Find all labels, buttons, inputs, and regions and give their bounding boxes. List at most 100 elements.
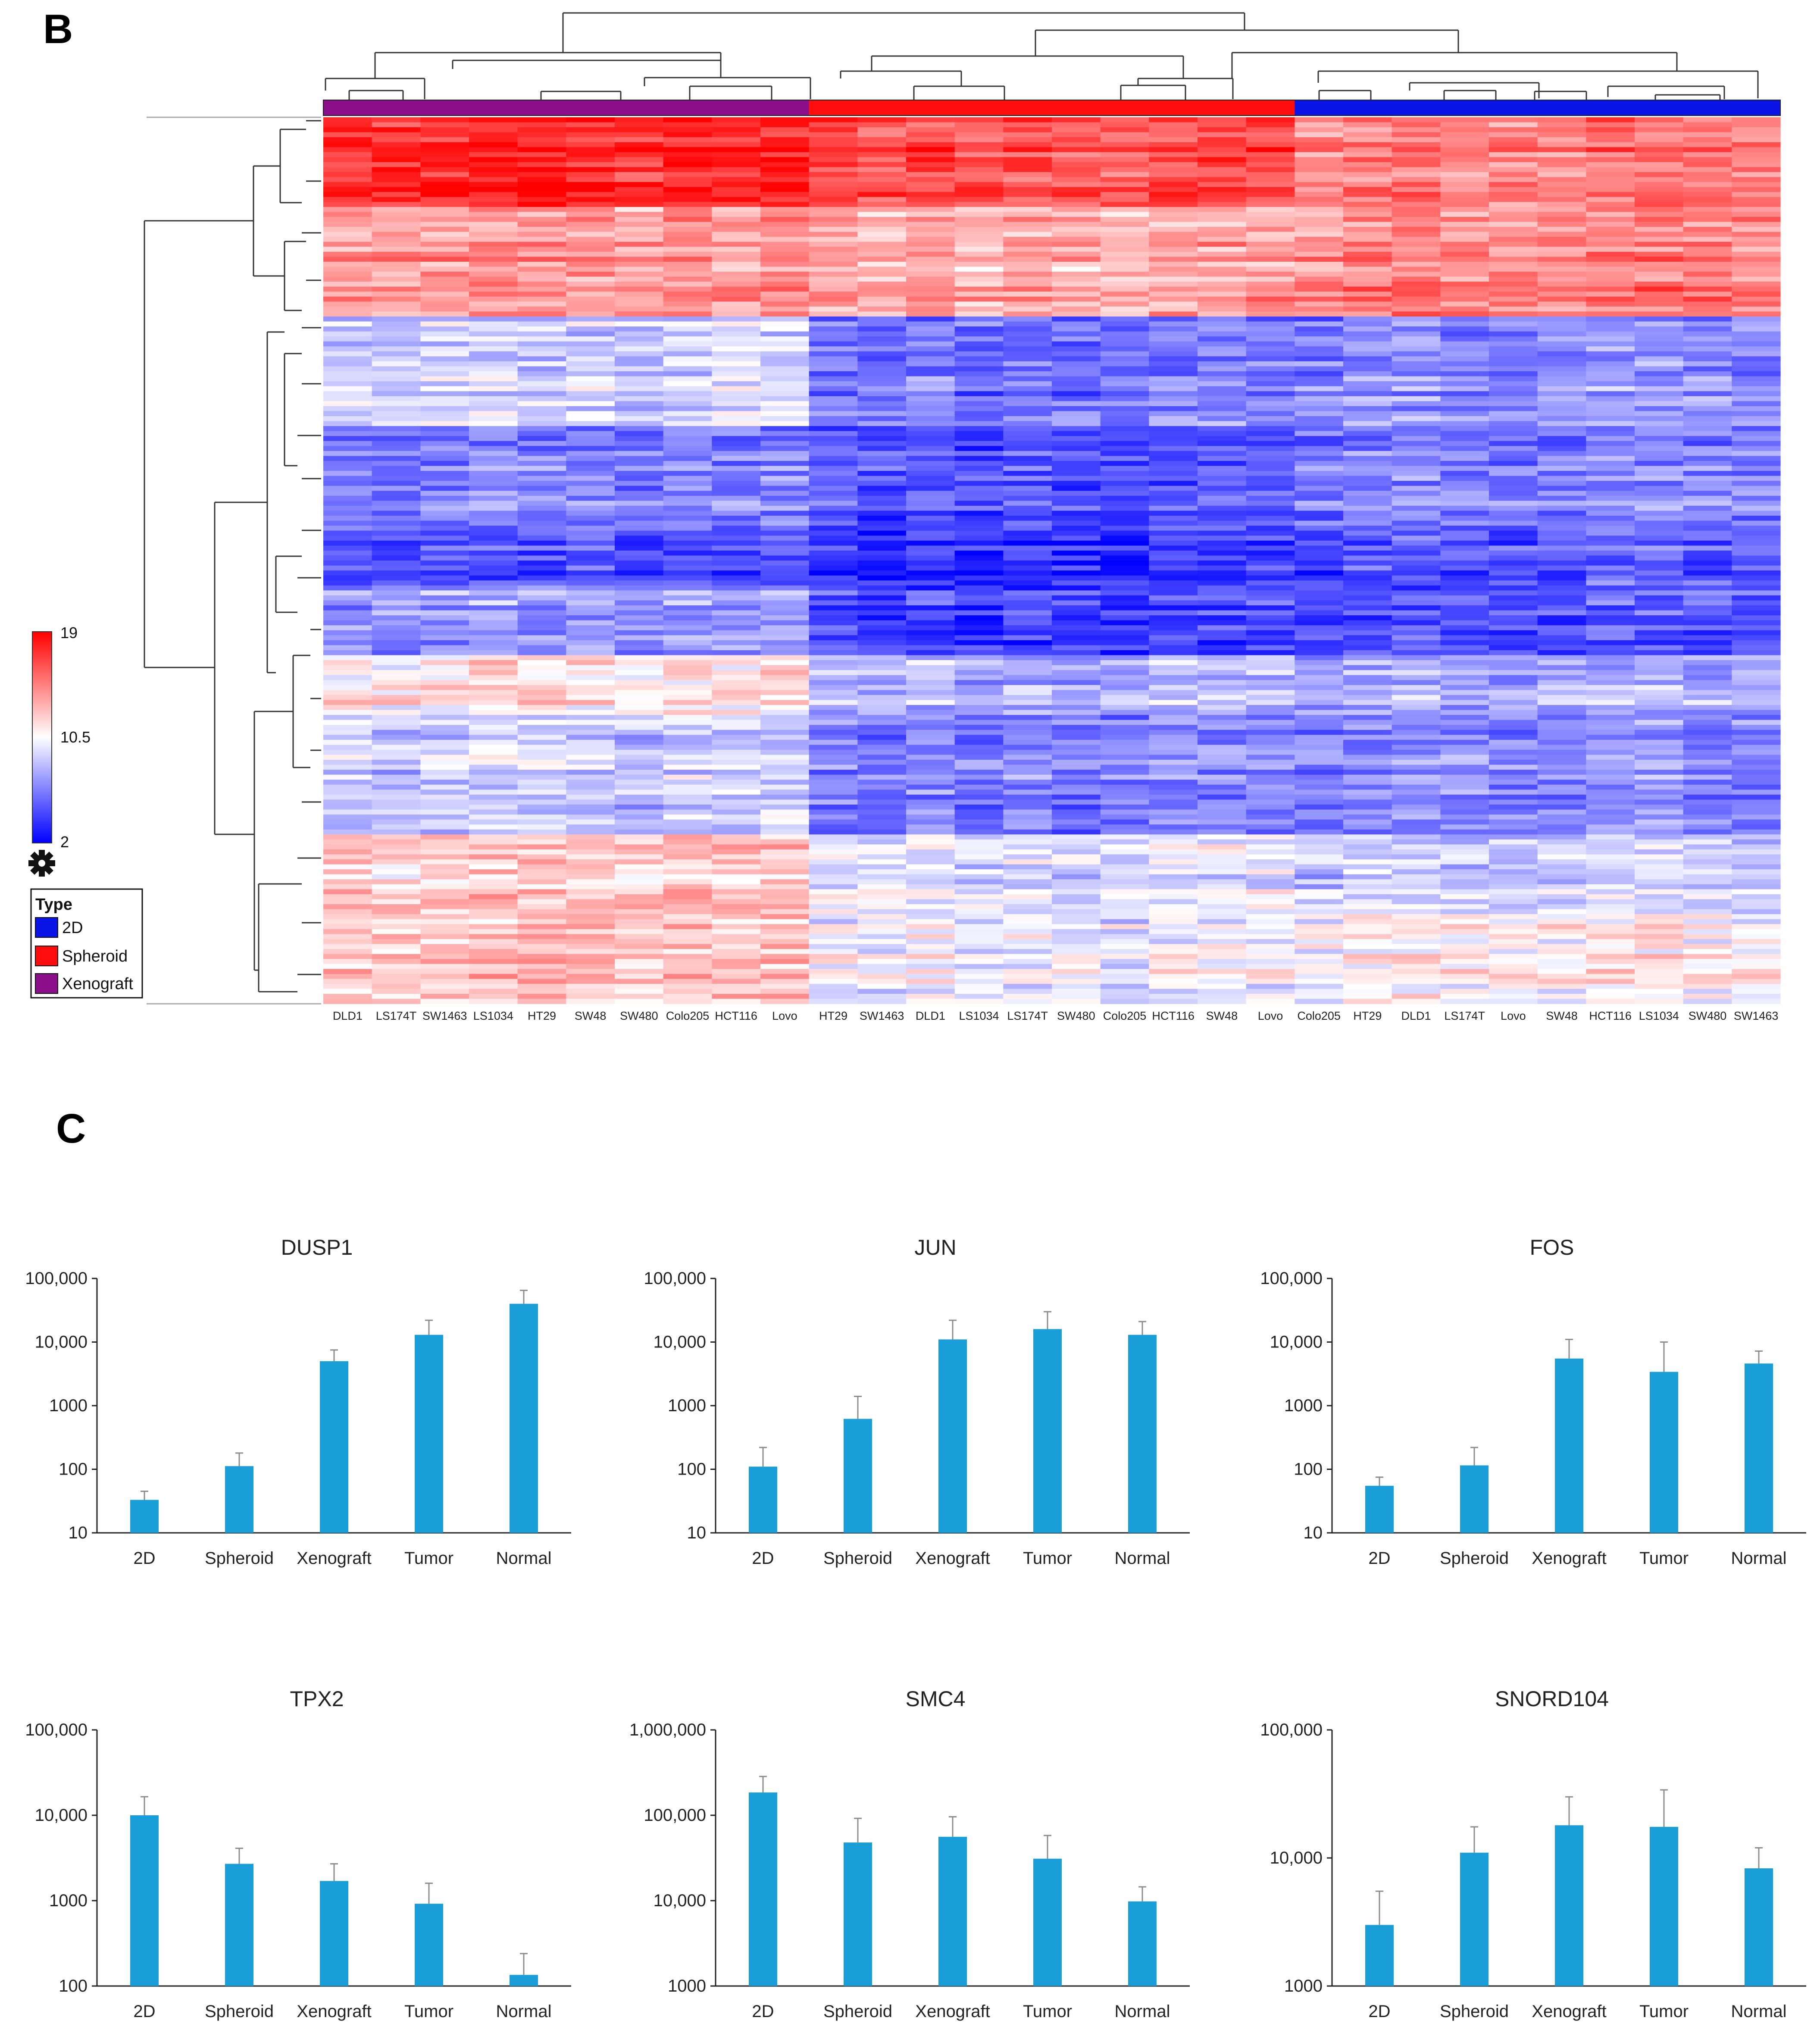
heatmap-cell bbox=[615, 879, 664, 885]
heatmap-cell bbox=[712, 575, 761, 581]
heatmap-cell bbox=[1198, 739, 1247, 745]
heatmap-cell bbox=[857, 306, 907, 312]
heatmap-cell bbox=[615, 466, 664, 471]
heatmap-cell bbox=[1198, 436, 1247, 442]
heatmap-cell bbox=[1052, 874, 1101, 880]
heatmap-cell bbox=[615, 451, 664, 457]
heatmap-cell bbox=[1246, 501, 1295, 506]
heatmap-cell bbox=[1343, 809, 1392, 815]
heatmap-cell bbox=[663, 272, 712, 277]
heatmap-cell bbox=[809, 799, 858, 805]
heatmap-cell bbox=[1100, 361, 1149, 367]
heatmap-cell bbox=[712, 486, 761, 491]
heatmap-cell bbox=[1586, 620, 1635, 626]
heatmap-cell bbox=[566, 565, 615, 571]
group-bar-cell bbox=[1732, 100, 1781, 116]
heatmap-cell bbox=[1440, 291, 1489, 297]
heatmap-cell bbox=[954, 421, 1004, 426]
heatmap-cell bbox=[1198, 177, 1247, 182]
heatmap-cell bbox=[1586, 630, 1635, 636]
heatmap-cell bbox=[469, 536, 518, 541]
heatmap-cell bbox=[566, 476, 615, 481]
heatmap-cell bbox=[1586, 331, 1635, 337]
heatmap-cell bbox=[809, 147, 858, 153]
heatmap-cell bbox=[760, 869, 810, 875]
heatmap-cell bbox=[323, 600, 372, 606]
heatmap-cell bbox=[1683, 172, 1732, 178]
heatmap-cell bbox=[1586, 466, 1635, 471]
heatmap-cell bbox=[1635, 137, 1684, 143]
heatmap-cell bbox=[1246, 495, 1295, 501]
heatmap-cell bbox=[906, 316, 955, 322]
heatmap-cell bbox=[1100, 550, 1149, 556]
heatmap-cell bbox=[469, 710, 518, 715]
heatmap-cell bbox=[420, 212, 469, 217]
heatmap-cell bbox=[663, 819, 712, 825]
heatmap-cell bbox=[469, 530, 518, 536]
heatmap-cell bbox=[615, 481, 664, 486]
heatmap-cell bbox=[1635, 854, 1684, 860]
heatmap-cell bbox=[857, 451, 907, 457]
heatmap-cell bbox=[857, 829, 907, 835]
heatmap-cell bbox=[663, 401, 712, 407]
heatmap-cell bbox=[372, 222, 421, 227]
heatmap-cell bbox=[1246, 695, 1295, 701]
heatmap-cell bbox=[1732, 600, 1781, 606]
heatmap-cell bbox=[1246, 232, 1295, 237]
heatmap-cell bbox=[1440, 421, 1489, 426]
heatmap-cell bbox=[1246, 550, 1295, 556]
heatmap-cell bbox=[954, 770, 1004, 775]
heatmap-cell bbox=[615, 635, 664, 641]
heatmap-cell bbox=[1537, 575, 1586, 581]
heatmap-cell bbox=[857, 162, 907, 168]
heatmap-cell bbox=[1198, 222, 1247, 227]
heatmap-cell bbox=[1343, 162, 1392, 168]
heatmap-cell bbox=[372, 839, 421, 845]
heatmap-cell bbox=[615, 675, 664, 680]
heatmap-cell bbox=[1732, 301, 1781, 307]
heatmap-cell bbox=[1246, 132, 1295, 138]
heatmap-cell bbox=[1586, 550, 1635, 556]
heatmap-cell bbox=[1246, 346, 1295, 352]
heatmap-cell bbox=[712, 555, 761, 561]
heatmap-cell bbox=[1198, 899, 1247, 905]
heatmap-cell bbox=[1586, 650, 1635, 656]
heatmap-cell bbox=[857, 122, 907, 128]
heatmap-cell bbox=[760, 615, 810, 621]
heatmap-cell bbox=[954, 261, 1004, 267]
heatmap-cell bbox=[372, 784, 421, 790]
heatmap-cell bbox=[1683, 227, 1732, 232]
heatmap-cell bbox=[1343, 406, 1392, 412]
heatmap-cell bbox=[566, 396, 615, 401]
heatmap-cell bbox=[809, 904, 858, 910]
heatmap-cell bbox=[857, 227, 907, 232]
heatmap-cell bbox=[1246, 157, 1295, 163]
heatmap-cell bbox=[760, 396, 810, 401]
heatmap-cell bbox=[372, 162, 421, 168]
heatmap-cell bbox=[663, 187, 712, 192]
heatmap-cell bbox=[712, 764, 761, 770]
heatmap-cell bbox=[517, 217, 566, 222]
heatmap-cell bbox=[615, 610, 664, 616]
heatmap-cell bbox=[663, 491, 712, 496]
heatmap-cell bbox=[1149, 794, 1198, 800]
heatmap-cell bbox=[517, 670, 566, 676]
heatmap-cell bbox=[1683, 386, 1732, 392]
heatmap-cell bbox=[372, 311, 421, 317]
heatmap-cell bbox=[1683, 356, 1732, 362]
heatmap-cell bbox=[954, 426, 1004, 432]
heatmap-cell bbox=[566, 182, 615, 188]
heatmap-cell bbox=[1149, 366, 1198, 372]
heatmap-cell bbox=[1489, 306, 1538, 312]
heatmap-cell bbox=[857, 157, 907, 163]
heatmap-cell bbox=[566, 291, 615, 297]
heatmap-cell bbox=[906, 177, 955, 182]
heatmap-cell bbox=[1392, 331, 1441, 337]
heatmap-cell bbox=[517, 824, 566, 830]
heatmap-cell bbox=[1100, 645, 1149, 651]
heatmap-cell bbox=[1537, 192, 1586, 197]
heatmap-cell bbox=[906, 247, 955, 252]
heatmap-cell bbox=[1003, 789, 1052, 795]
heatmap-cell bbox=[1246, 555, 1295, 561]
heatmap-cell bbox=[1537, 755, 1586, 760]
